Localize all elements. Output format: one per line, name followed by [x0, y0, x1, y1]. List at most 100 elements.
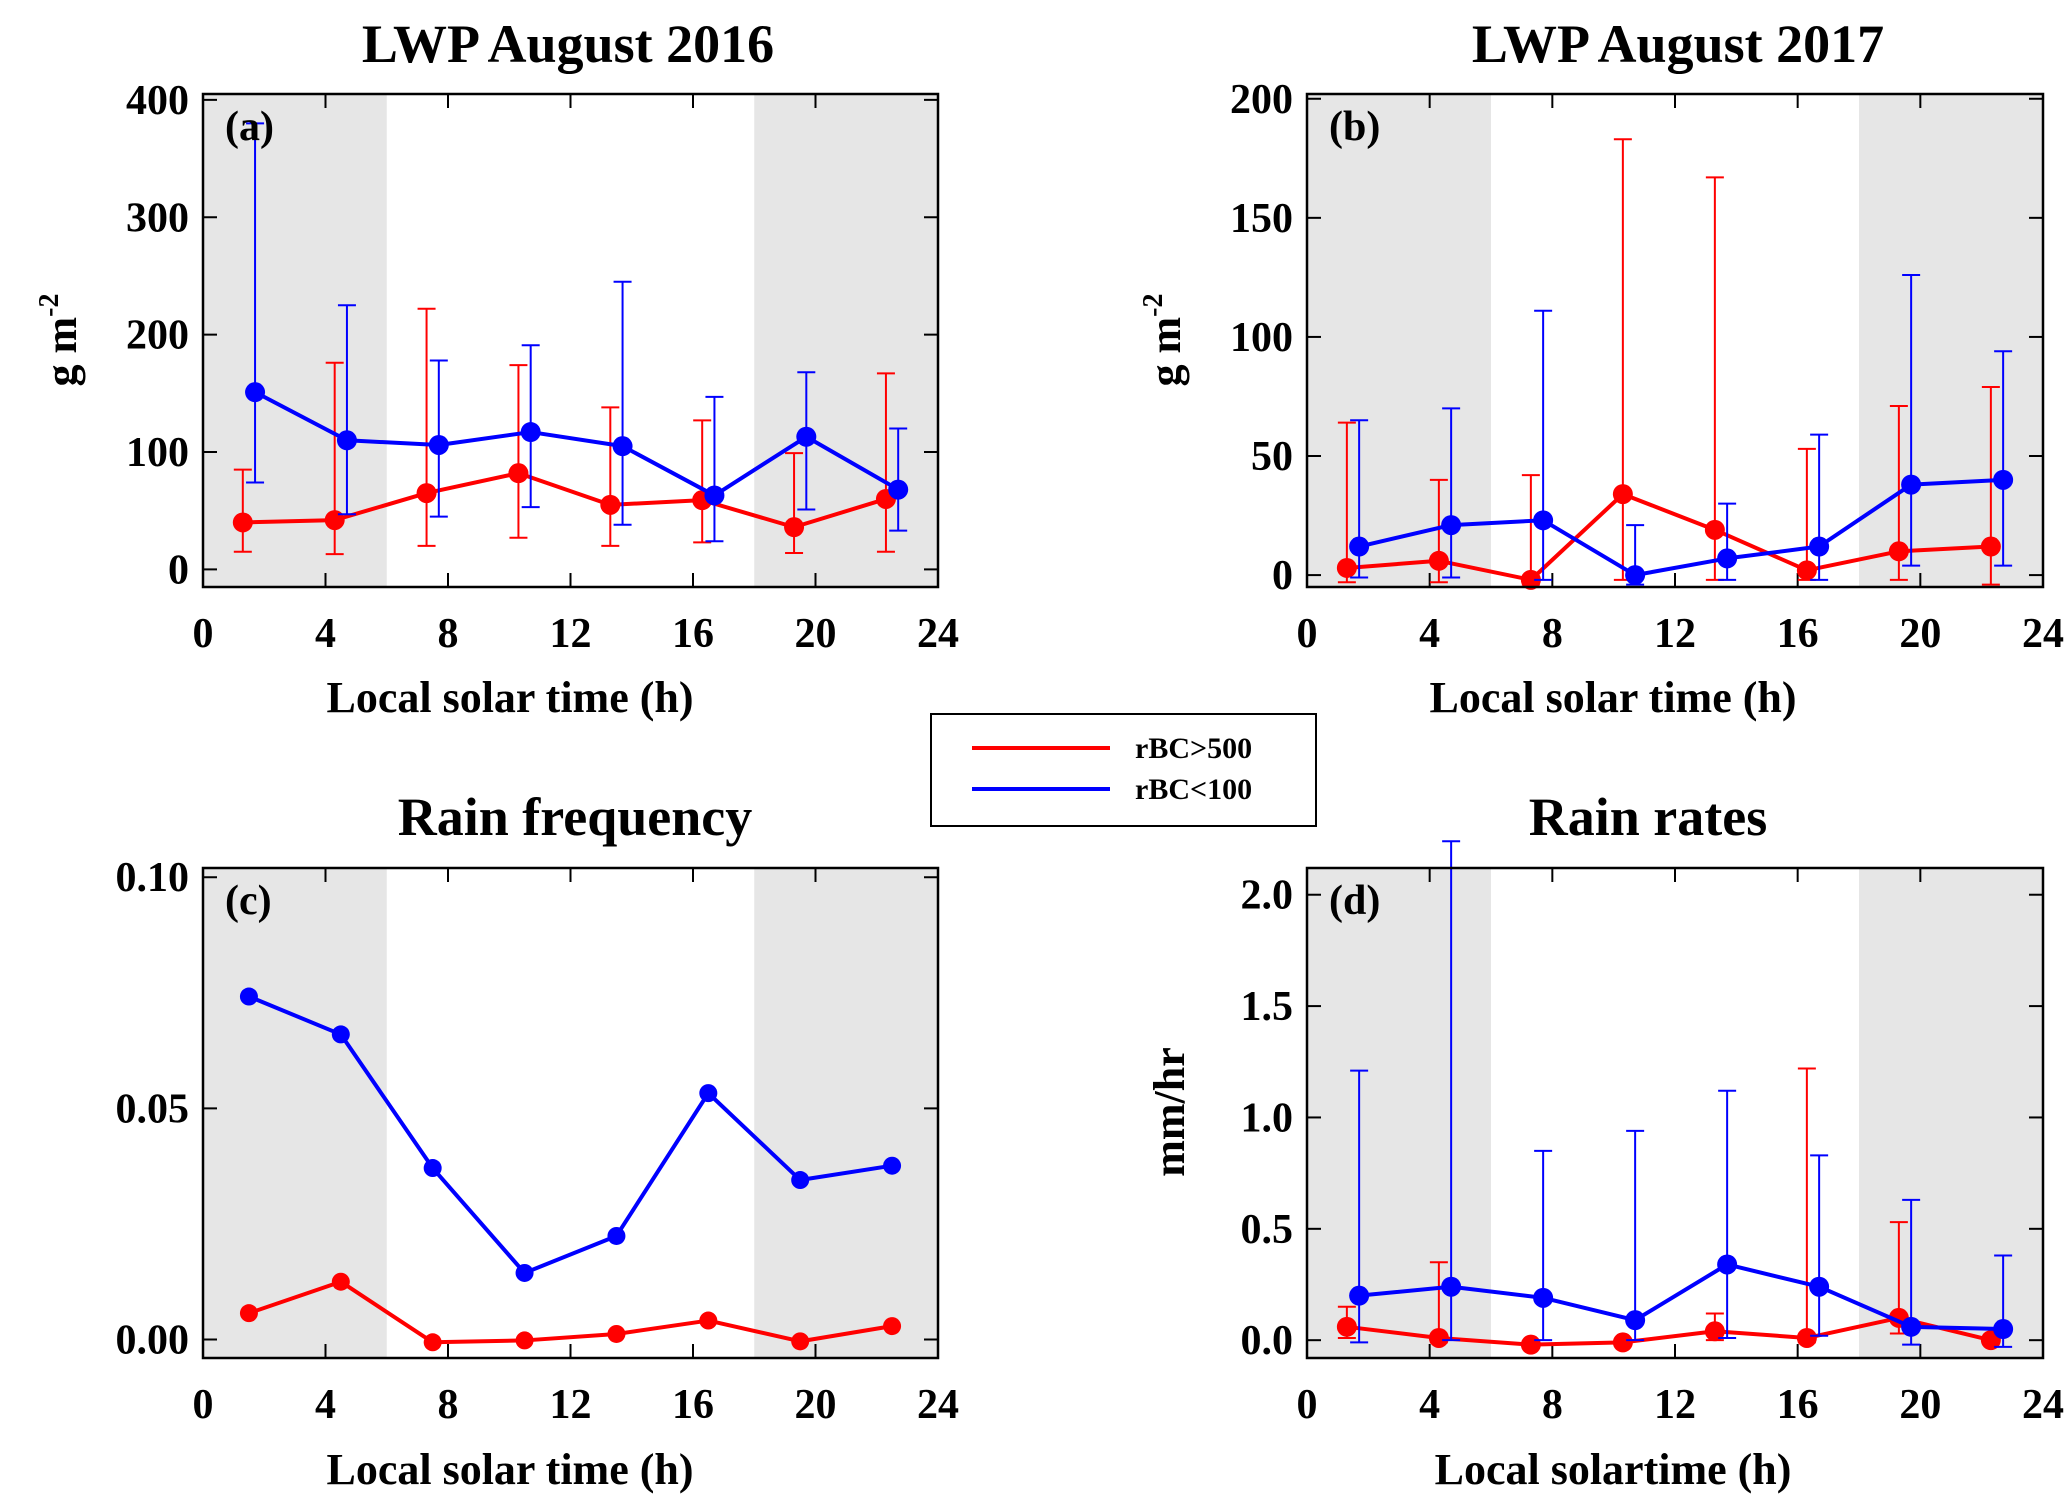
panel-b-line-rbc-100 [1358, 477, 2004, 578]
panel-b-shade-0 [1307, 94, 1491, 587]
panel-a-point-rbc-100 [796, 426, 817, 447]
panel-a-xtick-label: 24 [917, 611, 959, 657]
panel-b-point-rbc-100 [1533, 510, 1554, 531]
panel-a-point-rbc-100 [428, 434, 449, 455]
panel-d-point-rbc-100 [1441, 1276, 1462, 1297]
panel-d-point-rbc-500 [1428, 1327, 1449, 1348]
panel-c-point-rbc-500 [515, 1331, 534, 1350]
panel-c-point-rbc-100 [515, 1263, 534, 1282]
panel-c-ytick-label: 0.00 [116, 1318, 190, 1364]
panel-d-plot: 0 4 8 12 16 20 24 0.0 0.5 1.0 1.5 2.0 (d) [1241, 840, 2064, 1428]
panel-c-shade-0 [203, 868, 387, 1358]
panel-b-xtick-label: 8 [1542, 611, 1563, 657]
panel-d-point-rbc-100 [1349, 1285, 1370, 1306]
panel-a-ylabel-text: g m [37, 317, 86, 387]
panel-a-xtick-label: 12 [550, 611, 592, 657]
panel-d-point-rbc-500 [1336, 1316, 1357, 1337]
panel-b-point-rbc-500 [1980, 536, 2001, 557]
panel-d-point-rbc-100 [1533, 1287, 1554, 1308]
panel-d-line-rbc-500 [1346, 1315, 1992, 1347]
panel-a-point-rbc-500 [784, 517, 805, 538]
panel-d-point-rbc-100 [1625, 1310, 1646, 1331]
panel-d-point-rbc-100 [1993, 1319, 2014, 1340]
panel-d-xlabel: Local solartime (h) [1435, 1445, 1792, 1494]
panel-b-point-rbc-100 [1349, 536, 1370, 557]
legend-box [930, 713, 1317, 827]
panel-a-point-rbc-500 [600, 494, 621, 515]
panel-b-point-rbc-500 [1888, 541, 1909, 562]
panel-a-ytick-label: 300 [126, 195, 189, 241]
panel-c-shade-1 [754, 868, 938, 1358]
panel-a-shade-1 [754, 94, 938, 587]
panel-d: Rain rates 0 4 8 12 16 20 24 0.0 0.5 1.0 1.5 2.0 (d)… [1145, 787, 2064, 1494]
panel-c-point-rbc-100 [423, 1159, 442, 1178]
panel-b-ytick-label: 50 [1251, 434, 1293, 480]
panel-a-point-rbc-500 [324, 510, 345, 531]
panel-c-frame [201, 866, 940, 1360]
panel-c-xtick-label: 0 [193, 1382, 214, 1428]
panel-d-ytick-label: 1.5 [1241, 984, 1294, 1030]
panel-a-xtick-label: 20 [795, 611, 837, 657]
panel-b-plot: 0 4 8 12 16 20 24 0 50 100 150 200 (b) [1230, 77, 2064, 657]
panel-a-shade-0 [203, 94, 387, 587]
panel-c-label: (c) [225, 878, 272, 924]
panel-c-plot: 0 4 8 12 16 20 24 0.00 0.05 0.10 (c) [116, 855, 960, 1428]
panel-a-ytick-label: 0 [168, 547, 189, 593]
panel-d-ytick-label: 0.0 [1241, 1318, 1294, 1364]
panel-b-xtick-label: 0 [1297, 611, 1318, 657]
panel-b-xtick-label: 12 [1654, 611, 1696, 657]
panel-b-point-rbc-500 [1704, 519, 1725, 540]
panel-a-point-rbc-100 [336, 430, 357, 451]
panel-b-point-rbc-100 [1625, 565, 1646, 586]
panel-c-point-rbc-500 [331, 1272, 350, 1291]
panel-b-xlabel: Local solar time (h) [1429, 673, 1796, 722]
panel-d-xtick-label: 16 [1777, 1382, 1819, 1428]
panel-c-xlabel: Local solar time (h) [326, 1445, 693, 1494]
panel-a-frame [201, 92, 940, 589]
panel-d-point-rbc-100 [1717, 1254, 1738, 1275]
panel-d-point-rbc-100 [1809, 1276, 1830, 1297]
panel-d-xtick-label: 4 [1419, 1382, 1440, 1428]
panel-d-shade-1 [1859, 868, 2043, 1358]
panel-c-point-rbc-100 [607, 1226, 626, 1245]
panel-a-xtick-label: 0 [193, 611, 214, 657]
panel-d-line-rbc-100 [1358, 1262, 2004, 1332]
panel-a-point-rbc-100 [612, 436, 633, 457]
panel-b-point-rbc-100 [1901, 474, 1922, 495]
panel-b-label: (b) [1329, 104, 1380, 150]
panel-b-title: LWP August 2017 [1472, 14, 1884, 74]
panel-c-point-rbc-500 [239, 1304, 258, 1323]
panel-c-point-rbc-100 [331, 1025, 350, 1044]
panel-a-xlabel: Local solar time (h) [326, 673, 693, 722]
panel-c-point-rbc-100 [699, 1084, 718, 1103]
panel-b-xtick-label: 24 [2022, 611, 2064, 657]
panel-a-point-rbc-100 [704, 485, 725, 506]
panel-a-ytick-label: 100 [126, 430, 189, 476]
panel-b-point-rbc-100 [1717, 548, 1738, 569]
panel-d-ytick-label: 0.5 [1241, 1207, 1294, 1253]
panel-b-point-rbc-100 [1809, 536, 1830, 557]
panel-c-ytick-label: 0.10 [116, 855, 190, 901]
svg-text:g m-2: g m-2 [34, 294, 86, 387]
panel-b-xtick-label: 16 [1777, 611, 1819, 657]
panel-b-point-rbc-500 [1336, 557, 1357, 578]
panel-d-ylabel: mm/hr [1145, 1047, 1194, 1177]
legend: rBC>500 rBC<100 [930, 713, 1317, 827]
panel-b-line-rbc-500 [1346, 492, 1991, 582]
panel-a-line-rbc-100 [254, 390, 900, 498]
panel-d-ytick-label: 2.0 [1241, 873, 1294, 919]
panel-c-xtick-label: 16 [672, 1382, 714, 1428]
panel-a-xtick-label: 16 [672, 611, 714, 657]
panel-a-point-rbc-500 [232, 512, 253, 533]
panel-c: Rain frequency 0 4 8 12 16 20 24 0.00 0.05 0.10 (c… [116, 787, 960, 1494]
panel-a-point-rbc-500 [416, 483, 437, 504]
panel-d-xtick-label: 20 [1899, 1382, 1941, 1428]
panel-c-xtick-label: 24 [917, 1382, 959, 1428]
panel-d-shade-0 [1307, 868, 1491, 1358]
panel-c-point-rbc-500 [423, 1333, 442, 1352]
panel-a-point-rbc-100 [245, 382, 266, 403]
panel-c-title: Rain frequency [398, 787, 753, 847]
panel-a-label: (a) [225, 104, 274, 150]
panel-b-ytick-label: 100 [1230, 315, 1293, 361]
